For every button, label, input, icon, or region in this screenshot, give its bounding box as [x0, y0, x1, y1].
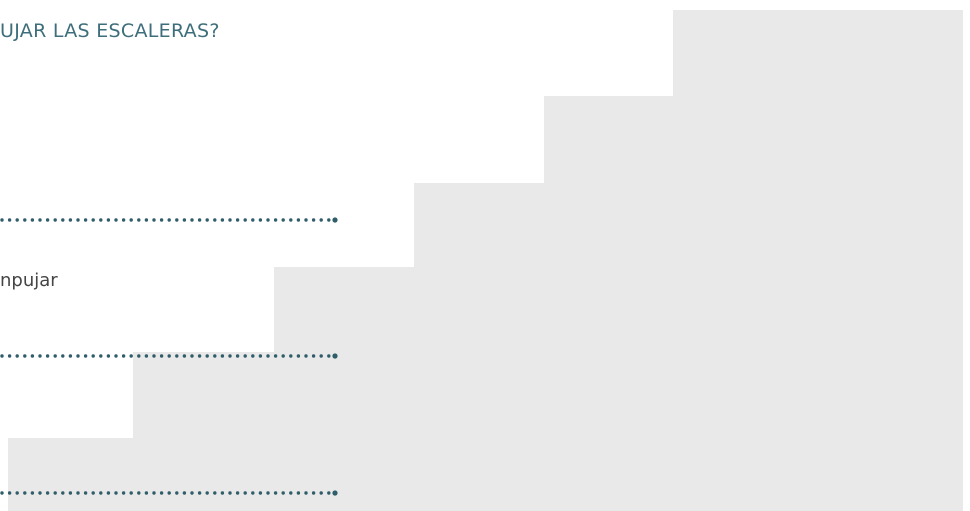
answer-label: npujar	[0, 270, 58, 291]
dotted-line-end	[332, 353, 338, 359]
dotted-line-end	[332, 217, 338, 223]
heading: UJAR LAS ESCALERAS?	[0, 20, 220, 42]
dotted-line-end	[332, 490, 338, 496]
staircase	[8, 10, 963, 511]
